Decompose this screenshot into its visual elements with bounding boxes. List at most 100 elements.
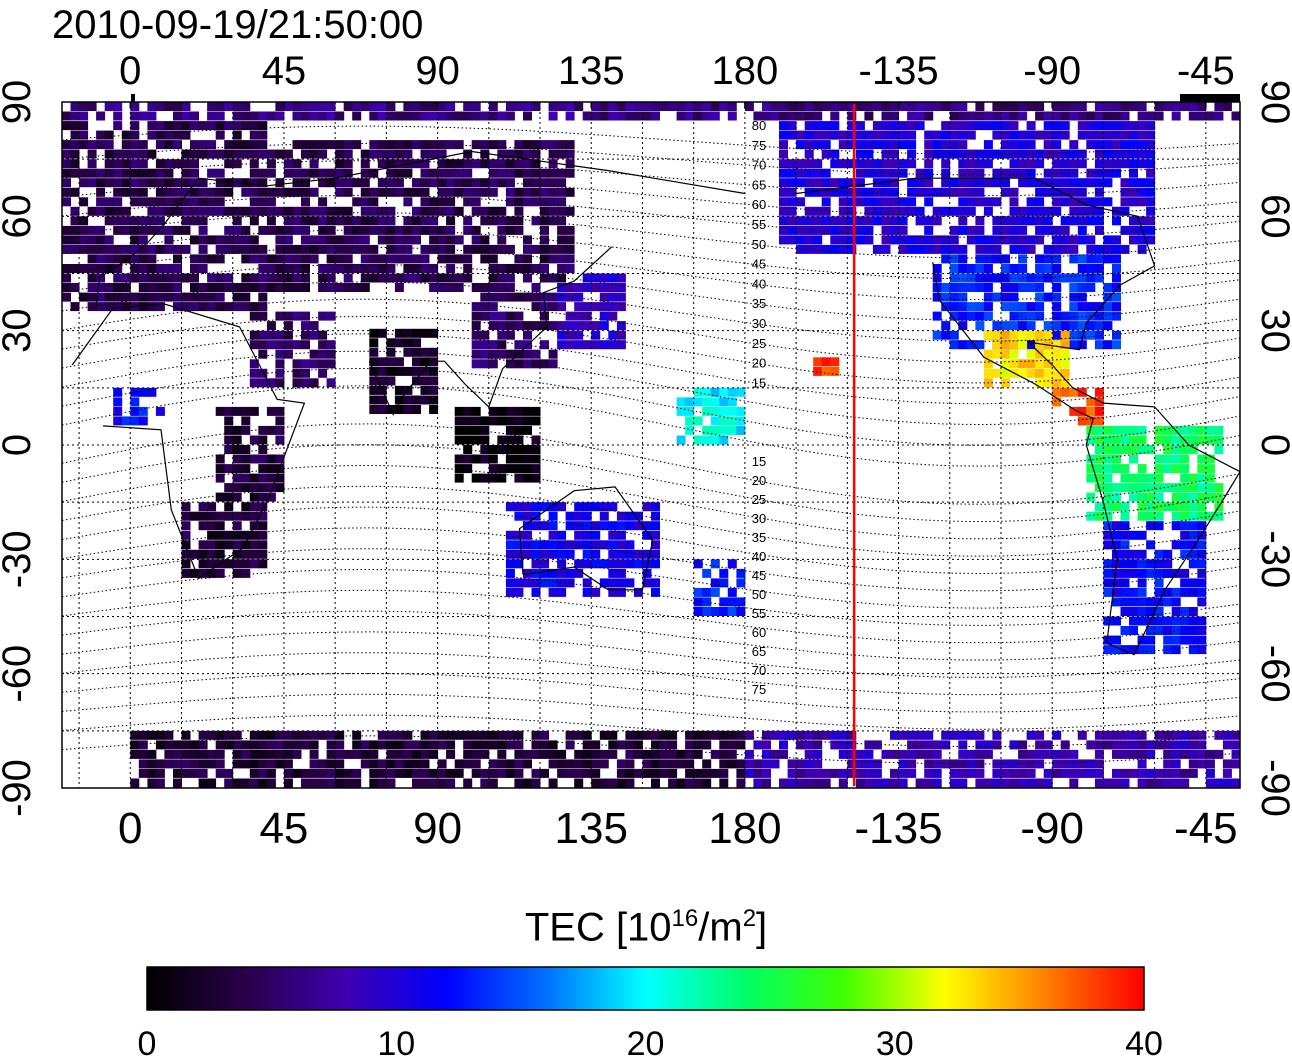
tec-cell — [958, 197, 968, 207]
tec-cell — [531, 178, 541, 188]
tec-cell — [1043, 225, 1053, 235]
tec-cell — [480, 187, 490, 197]
tec-cell — [651, 759, 660, 769]
tec-cell — [958, 225, 968, 235]
tec-cell — [497, 406, 507, 416]
tec-cell — [1103, 244, 1113, 254]
tec-cell — [1094, 778, 1104, 788]
tec-cell — [1052, 368, 1062, 378]
tec-cell — [1188, 473, 1198, 483]
tec-cell — [1163, 587, 1173, 597]
tec-cell — [207, 149, 217, 159]
tec-cell — [275, 454, 285, 464]
contour-label-north: 50 — [752, 237, 766, 252]
tec-cell — [727, 587, 737, 597]
tec-cell — [215, 464, 225, 474]
tec-cell — [1205, 483, 1215, 493]
tec-cell — [625, 102, 635, 111]
tec-cell — [241, 568, 251, 578]
tec-cell — [1180, 568, 1190, 578]
tec-cell — [266, 492, 276, 502]
tec-cell — [292, 206, 302, 216]
tec-cell — [975, 159, 985, 169]
tec-cell — [275, 254, 285, 264]
tec-cell — [412, 235, 421, 245]
timestamp-label: 2010-09-19/21:50:00 — [52, 3, 423, 47]
tec-cell — [198, 511, 208, 521]
tec-cell — [420, 102, 430, 111]
tec-cell — [1120, 159, 1130, 169]
tec-cell — [1197, 540, 1207, 550]
tec-cell — [190, 768, 199, 778]
tec-cell — [446, 264, 456, 273]
tec-cell — [386, 768, 396, 778]
tec-cell — [599, 321, 609, 331]
tec-cell — [1035, 359, 1045, 369]
tec-cell — [1214, 445, 1224, 454]
tec-cell — [907, 159, 917, 169]
tec-cell — [966, 302, 976, 312]
tec-cell — [907, 740, 917, 750]
tec-cell — [215, 540, 225, 550]
tec-cell — [565, 521, 575, 531]
tec-cell — [770, 759, 780, 769]
tec-cell — [283, 159, 293, 169]
tec-cell — [881, 111, 891, 121]
tec-cell — [693, 778, 703, 788]
tec-cell — [514, 464, 524, 474]
tec-cell — [1129, 749, 1138, 759]
tec-cell — [540, 730, 549, 740]
tec-cell — [258, 302, 268, 312]
tec-cell — [1009, 302, 1019, 312]
tec-cell — [215, 130, 225, 140]
tec-cell — [1009, 740, 1019, 750]
tec-cell — [412, 759, 421, 769]
tec-cell — [847, 178, 857, 188]
tec-cell — [488, 416, 498, 426]
tec-cell — [770, 102, 780, 111]
tec-cell — [599, 292, 609, 302]
tec-cell — [685, 406, 695, 416]
tec-cell — [804, 168, 814, 178]
tec-cell — [523, 464, 532, 474]
tec-cell — [1035, 102, 1045, 111]
tec-cell — [762, 102, 771, 111]
tec-cell — [531, 578, 541, 588]
tec-cell — [258, 425, 268, 435]
tec-cell — [62, 264, 71, 273]
tec-cell — [1060, 130, 1070, 140]
tec-cell — [190, 149, 199, 159]
tec-cell — [241, 740, 251, 750]
tec-cell — [523, 425, 532, 435]
tec-cell — [1094, 473, 1104, 483]
tec-cell — [266, 768, 276, 778]
tec-cell — [70, 302, 80, 312]
tec-cell — [1094, 416, 1104, 426]
tec-cell — [1120, 521, 1130, 531]
tec-cell — [608, 502, 618, 512]
tec-cell — [796, 178, 806, 188]
tec-cell — [335, 264, 345, 273]
tec-cell — [1094, 425, 1104, 435]
tec-cell — [847, 740, 857, 750]
tec-cell — [958, 768, 968, 778]
tec-cell — [1171, 740, 1181, 750]
tec-cell — [1026, 244, 1036, 254]
tec-cell — [96, 292, 106, 302]
tec-cell — [377, 328, 387, 338]
tec-cell — [523, 244, 532, 254]
tec-cell — [540, 549, 549, 559]
tec-cell — [412, 338, 421, 348]
map-border — [61, 101, 1241, 789]
tec-cell — [813, 740, 823, 750]
tec-cell — [574, 102, 584, 111]
tec-cell — [992, 121, 1002, 131]
tec-cell — [625, 730, 635, 740]
tec-cell — [463, 149, 473, 159]
tec-cell — [949, 730, 959, 740]
tec-cell — [488, 445, 498, 454]
tec-cell — [949, 340, 959, 350]
tec-cell — [377, 111, 387, 121]
tec-cell — [1120, 473, 1130, 483]
tec-cell — [872, 778, 882, 788]
